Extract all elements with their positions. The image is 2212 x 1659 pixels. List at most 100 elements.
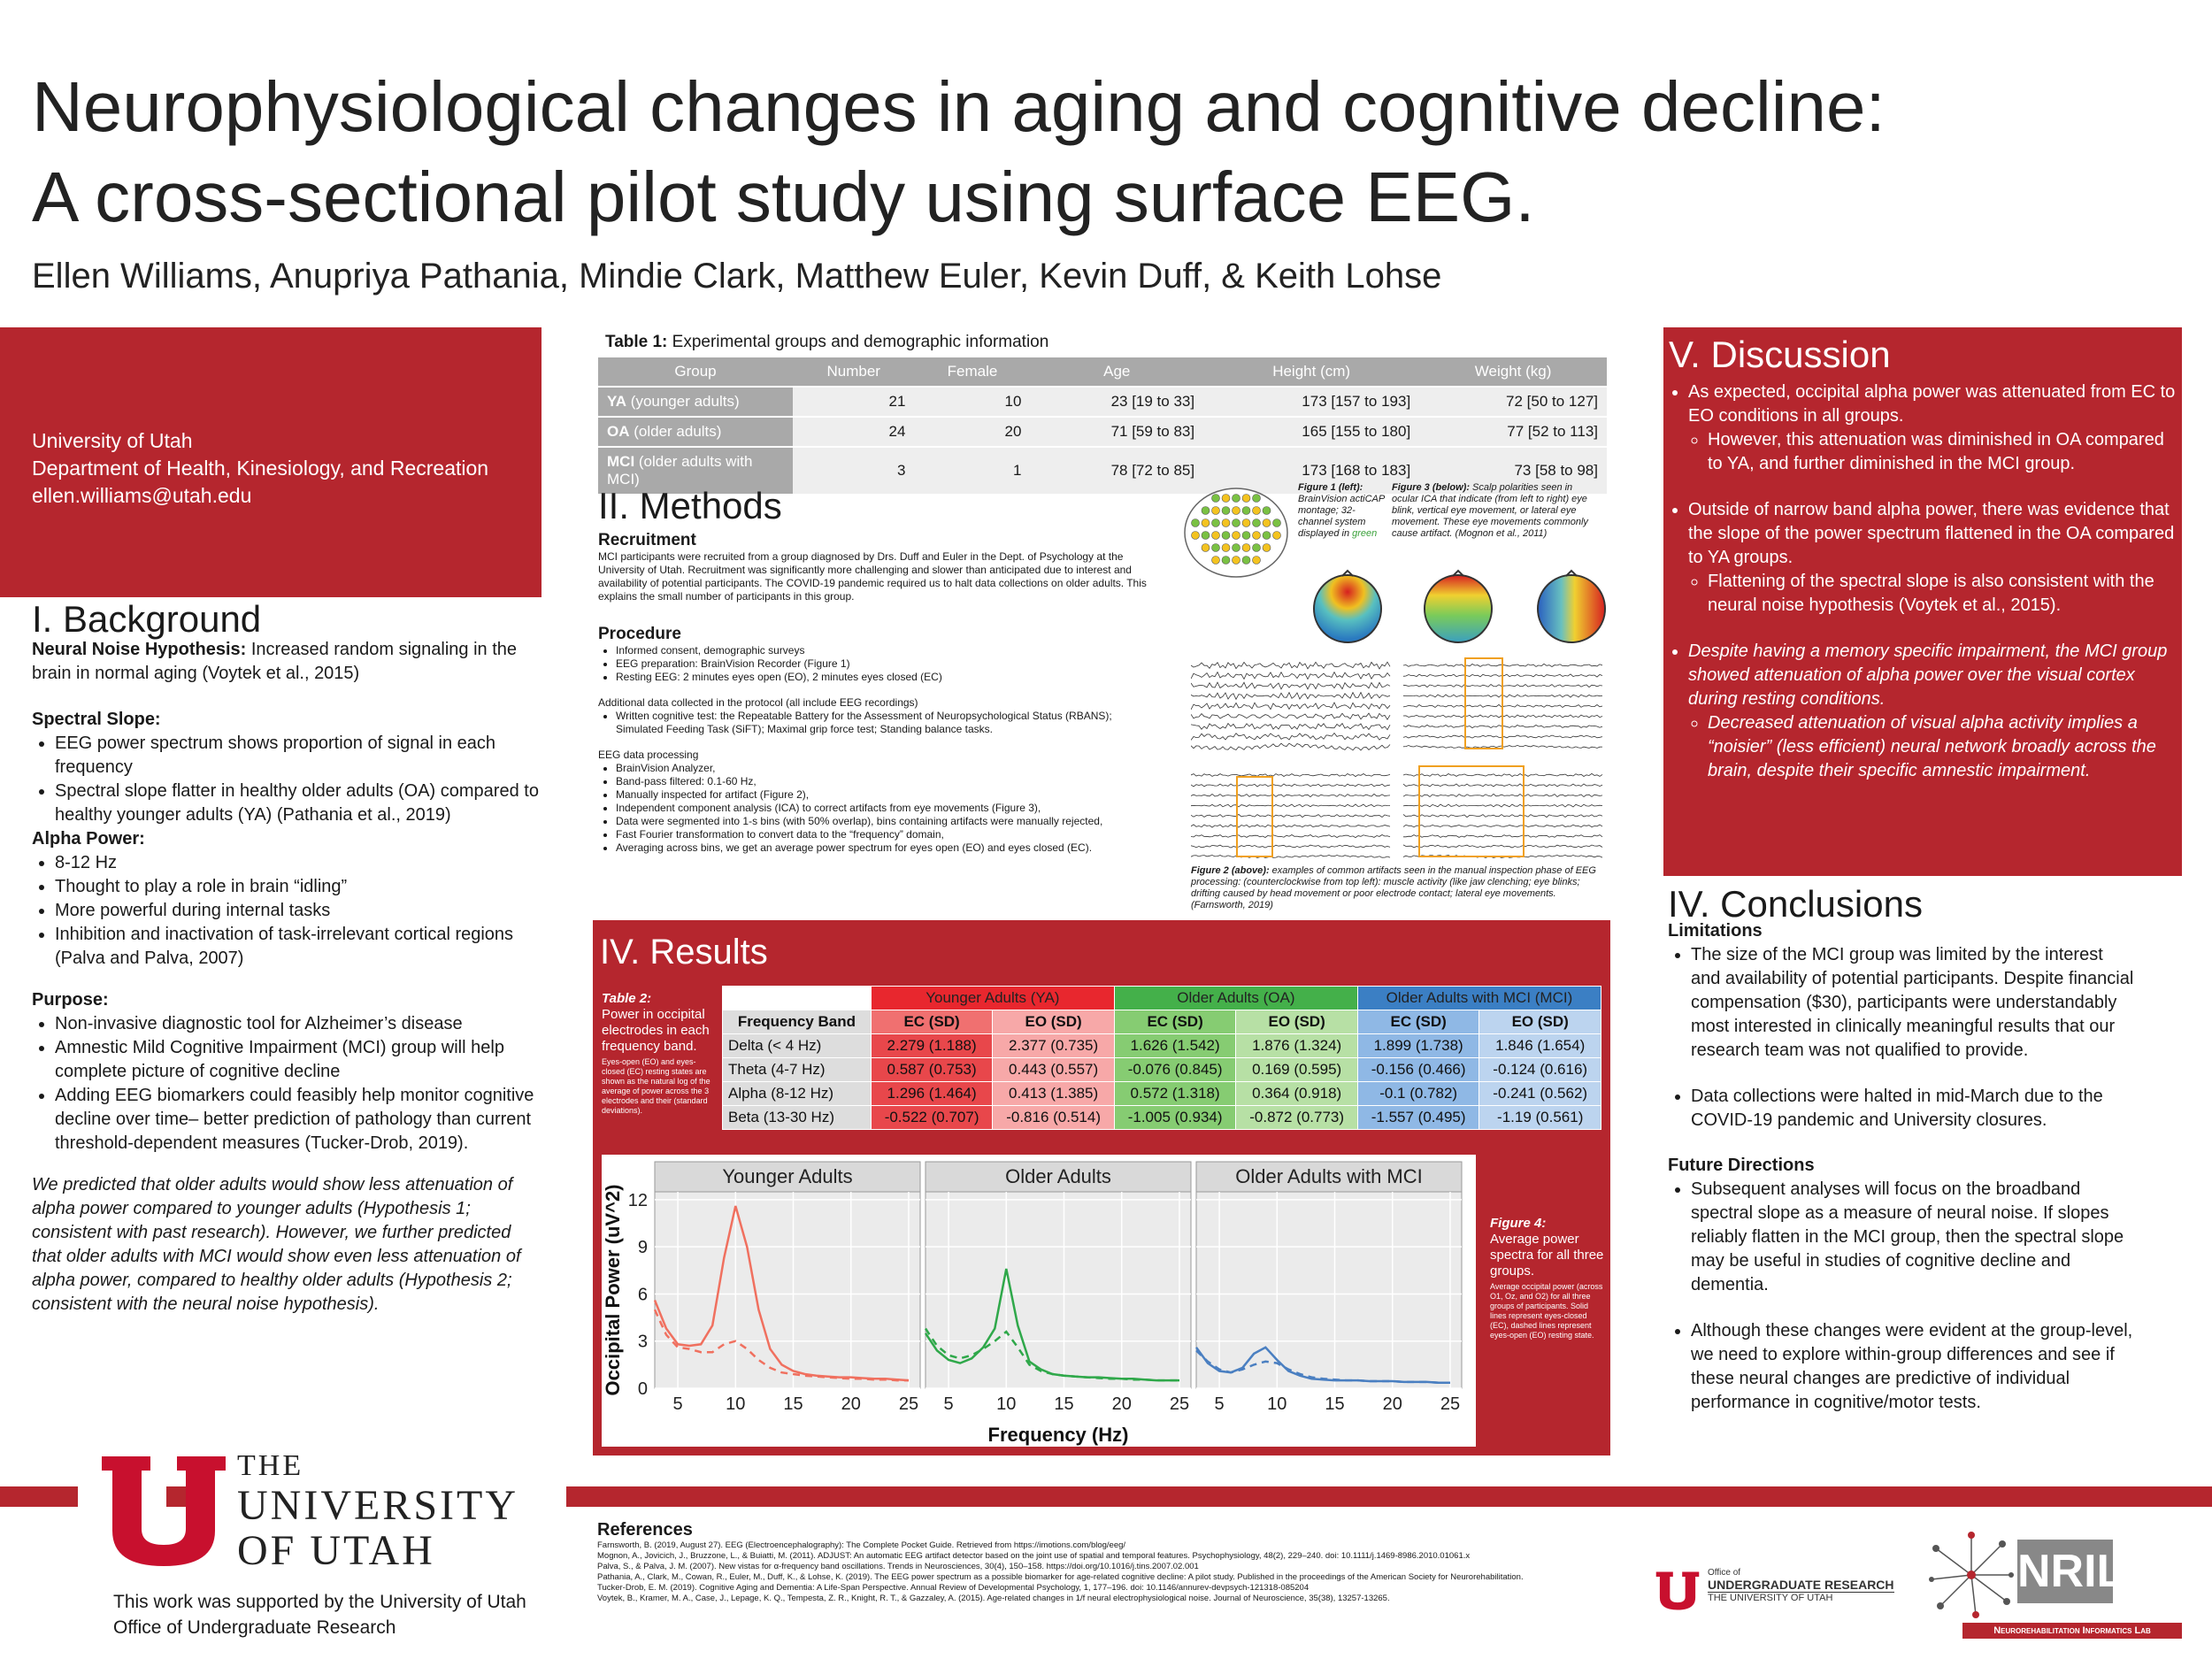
nnh-text: Increased random signaling in the brain … [32,640,518,683]
logo-university: UNIVERSITY [237,1482,518,1529]
affiliation-email[interactable]: ellen.williams@utah.edu [32,484,252,507]
group-header-row: Younger Adults (YA) Older Adults (OA) Ol… [722,986,1602,1010]
table-cell: 1.626 (1.542) [1113,1033,1237,1058]
power-table: Younger Adults (YA) Older Adults (OA) Ol… [722,986,1602,1130]
group-abbr: OA [607,423,630,440]
eeg-trace [1191,681,1391,690]
list-item: Fast Fourier transformation to convert d… [616,828,1156,841]
additional-list: Written cognitive test: the Repeatable B… [598,710,1156,736]
electrode-dot [1262,531,1271,540]
eeg-trace [1402,844,1603,849]
table-cell: 1.899 (1.738) [1356,1033,1480,1058]
eeg-trace [1191,742,1391,751]
results-heading: IV. Results [600,933,768,972]
sub-header-row: Frequency Band EC (SD) EO (SD) EC (SD) E… [722,1010,1601,1034]
group-abbr: MCI [607,453,635,470]
table-cell: 78 [72 to 85] [1030,447,1204,495]
electrode-dot [1241,494,1251,503]
electrode-dot [1232,543,1240,552]
group-desc: (older adults) [629,423,722,440]
x-tick-label: 15 [783,1394,803,1414]
list-item: Amnestic Mild Cognitive Impairment (MCI)… [55,1036,541,1084]
electrode-dot [1232,494,1240,503]
list-item: Band-pass filtered: 0.1-60 Hz, [616,775,1156,788]
series-line-eo [924,1327,1179,1382]
electrode-dot [1211,556,1220,565]
table-cell: 173 [168 to 183] [1203,447,1420,495]
figure1-green: green [1352,528,1378,539]
electrode-dot [1241,518,1251,527]
sub-header: EC (SD) [870,1010,994,1034]
future-heading: Future Directions [1668,1156,1815,1175]
eeg-trace [1191,834,1391,839]
x-tick-label: 25 [1440,1394,1460,1414]
nril-sub: Neurorehabilitation Informatics Lab [1962,1623,2182,1639]
table-cell: 165 [155 to 180] [1203,417,1420,448]
band-cell: Theta (4-7 Hz) [722,1057,872,1082]
panel-title: Older Adults with MCI [1235,1165,1423,1187]
list-item: BrainVision Analyzer, [616,762,1156,775]
reference-item: Voytek, B., Kramer, M. A., Case, J., Lep… [597,1594,1390,1603]
list-item: Decreased attenuation of visual alpha ac… [1708,711,2184,783]
list-item: Outside of narrow band alpha power, ther… [1688,498,2184,618]
list-item: Averaging across bins, we get an average… [616,841,1156,855]
electrode-dot [1191,518,1200,527]
poster-title: Neurophysiological changes in aging and … [32,62,2191,242]
electrode-dot [1191,531,1200,540]
table-cell: -0.076 (0.845) [1113,1057,1237,1082]
purpose-list: Non-invasive diagnostic tool for Alzheim… [32,1012,541,1156]
series-line-eo [653,1309,909,1382]
reference-item: Palva, S., & Palva, J. M. (2007). New vi… [597,1562,1199,1571]
electrode-dot [1211,543,1220,552]
eeg-trace [1191,854,1391,858]
eeg-trace [1191,803,1391,808]
list-item: Although these changes were evident at t… [1691,1319,2137,1415]
electrode-dot [1201,518,1210,527]
blank-cell [722,986,872,1010]
sub-header: EO (SD) [1479,1010,1601,1034]
figure4-label: Figure 4: [1490,1216,1547,1231]
ugr-sub: THE UNIVERSITY OF UTAH [1708,1593,1833,1603]
table-cell: 77 [52 to 113] [1419,417,1607,448]
electrode-dot [1262,506,1271,515]
table-cell: 21 [793,387,915,418]
power-spectra-chart: Younger Adults 5 10 15 20 25 0 3 6 9 12 Older Adult… [602,1155,1476,1447]
eeg-trace [1402,772,1603,777]
table1-caption: Table 1: Experimental groups and demogra… [605,333,1048,352]
hypothesis-text: We predicted that older adults would sho… [32,1175,521,1314]
y-tick-label: 0 [638,1379,648,1399]
x-tick-label: 10 [996,1394,1016,1414]
list-item: As expected, occipital alpha power was a… [1688,380,2184,476]
eeg-trace [1191,691,1391,701]
list-item: Inhibition and inactivation of task-irre… [55,923,541,971]
discussion-box: V. Discussion As expected, occipital alp… [1663,327,2182,876]
list-item: Spectral slope flatter in healthy older … [55,780,541,827]
eeg-trace [1191,722,1391,731]
procedure-list: Informed consent, demographic surveys EE… [598,644,1156,684]
network-icon [1929,1532,2014,1618]
panel-title: Older Adults [1005,1165,1111,1187]
table-cell: 10 [914,387,1031,418]
table-header: Age [1030,357,1204,388]
x-tick-label: 5 [673,1394,683,1414]
table2-label: Table 2: [602,991,652,1006]
table-row: YA (younger adults) 21 10 23 [19 to 33] … [598,387,1607,418]
nril-name: NRIL [2017,1540,2124,1603]
list-item: Independent component analysis (ICA) to … [616,802,1156,815]
panel-plot-area [654,1191,921,1389]
table-cell: 2.279 (1.188) [870,1033,994,1058]
discussion-point: Outside of narrow band alpha power, ther… [1688,500,2175,567]
electrode-dot [1201,506,1210,515]
undergraduate-research-logo: Office of UNDERGRADUATE RESEARCH THE UNI… [1655,1564,1920,1617]
ugr-office: Office of [1708,1568,1741,1578]
group-header-oa: Older Adults (OA) [1113,986,1358,1010]
affiliation-box: University of Utah Department of Health,… [0,327,541,597]
figure2-caption: Figure 2 (above): examples of common art… [1191,865,1607,911]
group-abbr: YA [607,393,627,410]
electrode-dot [1272,518,1281,527]
x-tick-label: 10 [726,1394,745,1414]
table-cell: MCI (older adults with MCI) [598,447,793,495]
eeg-trace [1403,834,1603,838]
figure4-note: Average occipital power (across O1, Oz, … [1490,1282,1603,1340]
electrode-dot [1221,494,1231,503]
